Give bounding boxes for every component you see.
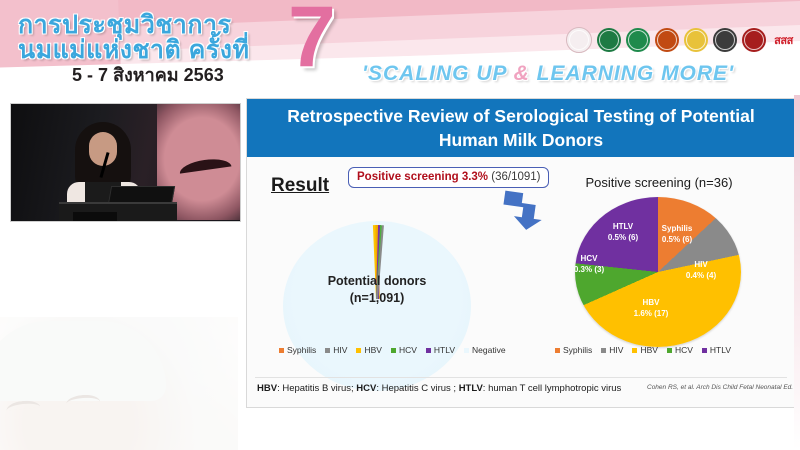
legend-item-syphilis-right: Syphilis — [555, 345, 592, 355]
sponsor-logo-row: สสส — [566, 22, 796, 58]
legend-item-hiv: HIV — [325, 345, 347, 355]
legend-label-htlv: HTLV — [433, 345, 456, 355]
logo-yellow-royal-icon — [684, 28, 708, 52]
logo-green-medical-1-icon — [597, 28, 621, 52]
tagline-part-2: LEARNING MORE' — [529, 62, 735, 85]
left-pie-label-line2: (n=1,091) — [349, 291, 405, 305]
pie-label-syphilis-name: Syphilis — [661, 224, 693, 233]
legend-label-htlv-right: HTLV — [709, 345, 732, 355]
callout-fraction-text: (36/1091) — [491, 171, 541, 183]
footnote-term-htlv: HTLV — [458, 383, 483, 394]
tagline-ampersand: & — [513, 62, 530, 85]
conference-tagline: 'SCALING UP & LEARNING MORE' — [362, 62, 734, 86]
legend-item-syphilis: Syphilis — [279, 345, 316, 355]
pie-label-htlv: HTLV 0.5% (6) — [599, 221, 647, 243]
pie-label-hbv-name: HBV — [642, 298, 660, 307]
conference-title-thai-line1: การประชุมวิชาการ — [18, 11, 232, 39]
footnote-divider — [255, 377, 787, 378]
legend-item-hiv-right: HIV — [601, 345, 623, 355]
right-pie-title: Positive screening (n=36) — [585, 175, 733, 190]
logo-red-emblem-icon — [742, 28, 766, 52]
pie-label-hbv-value: 1.6% (17) — [633, 309, 669, 318]
baby-hat — [0, 321, 166, 401]
footnote-def-htlv: : human T cell lymphotropic virus — [482, 383, 622, 394]
podium-front-panel — [73, 212, 117, 221]
right-chart-legend: Syphilis HIV HBV HCV HTLV — [555, 345, 731, 355]
right-pie-chart: HTLV 0.5% (6) Syphilis 0.5% (6) HIV 0.4%… — [574, 197, 741, 347]
pie-label-hbv: HBV 1.6% (17) — [623, 297, 679, 319]
projected-face-eye — [178, 156, 232, 174]
pie-label-hiv: HIV 0.4% (4) — [679, 259, 723, 281]
legend-item-negative: Negative — [464, 345, 506, 355]
left-pie-center-label: Potential donors (n=1,091) — [283, 273, 471, 307]
baby-watermark-image — [0, 317, 238, 450]
footnote-term-hbv: HBV — [257, 383, 278, 394]
pie-label-syphilis-value: 0.5% (6) — [661, 235, 693, 244]
conference-header-banner: การประชุมวิชาการ นมแม่แห่งชาติ ครั้งที่ … — [0, 0, 800, 95]
callout-highlight-text: Positive screening 3.3% — [357, 171, 489, 183]
slide-content-panel: Retrospective Review of Serological Test… — [246, 98, 796, 408]
legend-label-hcv-right: HCV — [674, 345, 693, 355]
positive-screening-callout: Positive screening 3.3% (36/1091) — [348, 167, 550, 188]
conference-edition-number: 7 — [288, 0, 336, 85]
legend-label-hiv: HIV — [333, 345, 348, 355]
pie-label-hcv-name: HCV — [580, 254, 598, 263]
logo-black-garuda-icon — [713, 28, 737, 52]
legend-label-syphilis-right: Syphilis — [563, 345, 593, 355]
legend-label-negative: Negative — [472, 345, 506, 355]
logo-green-medical-2-icon — [626, 28, 650, 52]
pie-label-hcv-value: 0.3% (3) — [573, 265, 605, 274]
logo-buddha-emblem-icon — [566, 27, 592, 53]
right-pie-disc — [575, 197, 741, 347]
pie-label-htlv-value: 0.5% (6) — [607, 233, 639, 242]
legend-label-hbv-right: HBV — [640, 345, 658, 355]
pie-label-hiv-name: HIV — [694, 260, 708, 269]
speaker-video-thumbnail[interactable] — [10, 103, 241, 222]
footnote-term-hcv: HCV — [356, 383, 377, 394]
legend-label-hcv: HCV — [398, 345, 417, 355]
right-edge-decor — [794, 95, 800, 450]
legend-item-hbv: HBV — [356, 345, 382, 355]
legend-item-hcv-right: HCV — [666, 345, 693, 355]
legend-item-hcv: HCV — [390, 345, 417, 355]
legend-item-hbv-right: HBV — [632, 345, 658, 355]
left-pie-label-line1: Potential donors — [327, 274, 427, 288]
pie-label-hcv: HCV 0.3% (3) — [569, 253, 609, 275]
left-chart-legend: Syphilis HIV HBV HCV HTLV Negative — [279, 345, 506, 355]
conference-date: 5 - 7 สิงหาคม 2563 — [72, 65, 224, 85]
result-heading: Result — [271, 175, 330, 196]
logo-sss-icon: สสส — [774, 35, 793, 47]
footnote-def-hbv: : Hepatitis B virus; — [277, 383, 357, 394]
legend-label-syphilis: Syphilis — [287, 345, 317, 355]
legend-item-htlv: HTLV — [425, 345, 456, 355]
pie-label-hiv-value: 0.4% (4) — [685, 271, 717, 280]
abbreviation-footnote: HBV: Hepatitis B virus; HCV: Hepatitis C… — [257, 383, 621, 394]
legend-item-htlv-right: HTLV — [701, 345, 732, 355]
footnote-def-hcv: : Hepatitis C virus ; — [376, 383, 459, 394]
legend-label-hiv-right: HIV — [609, 345, 624, 355]
left-pie-chart: Potential donors (n=1,091) — [283, 211, 471, 399]
citation-text: Cohen RS, et al. Arch Dis Child Fetal Ne… — [647, 384, 795, 391]
tagline-part-1: 'SCALING UP — [362, 62, 514, 85]
pie-label-syphilis: Syphilis 0.5% (6) — [653, 223, 701, 245]
blue-arrow-icon — [503, 190, 542, 230]
slide-title: Retrospective Review of Serological Test… — [247, 99, 795, 157]
conference-title-thai-line2: นมแม่แห่งชาติ ครั้งที่ — [18, 36, 250, 64]
logo-orange-royal-icon — [655, 28, 679, 52]
pie-label-htlv-name: HTLV — [612, 222, 634, 231]
legend-label-hbv: HBV — [364, 345, 382, 355]
